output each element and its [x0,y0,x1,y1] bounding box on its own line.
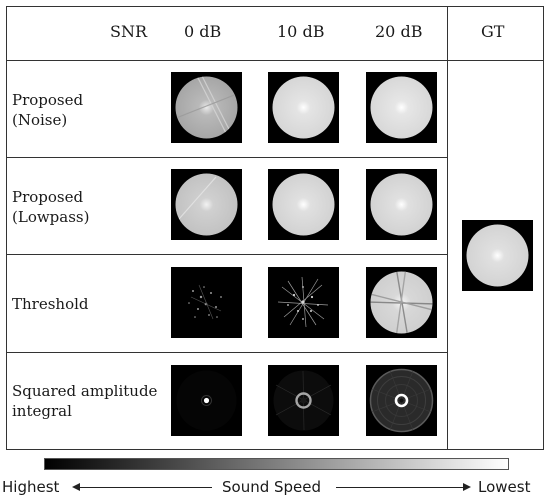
row-label-line: Proposed [12,91,84,109]
image-proposed-lowpass-20db [366,169,437,240]
image-squared-amplitude-0db [171,365,242,436]
col-header-0db: 0 dB [184,22,222,41]
table-border-left [6,6,7,450]
row-label-proposed-noise: Proposed (Noise) [12,90,83,130]
row-label-line: (Lowpass) [12,208,90,226]
gt-column-divider [447,6,448,450]
table-border-top [6,6,544,7]
row-divider-3 [6,352,447,353]
row-label-squared-amplitude: Squared amplitude integral [12,381,157,421]
left-arrow-line [79,487,212,488]
legend-lowest-label: Lowest [478,478,531,496]
right-arrow-icon [463,483,471,491]
row-label-line: (Noise) [12,111,68,129]
image-threshold-0db [171,267,242,338]
row-divider-1 [6,157,447,158]
image-proposed-noise-10db [268,72,339,143]
image-proposed-noise-0db [171,72,242,143]
row-label-proposed-lowpass: Proposed (Lowpass) [12,187,89,227]
image-threshold-10db [268,267,339,338]
gt-header: GT [481,22,505,41]
left-arrow-icon [72,483,80,491]
table-border-right [543,6,544,450]
legend-sound-speed-label: Sound Speed [222,478,322,496]
row-label-threshold: Threshold [12,294,89,314]
row-label-line: Proposed [12,188,84,206]
sound-speed-colorbar [44,458,509,470]
col-header-10db: 10 dB [277,22,325,41]
col-header-20db: 20 dB [375,22,423,41]
snr-header: SNR [110,22,148,41]
row-divider-2 [6,254,447,255]
table-border-bottom [6,449,544,450]
row-label-line: Threshold [12,295,89,313]
image-squared-amplitude-10db [268,365,339,436]
right-arrow-line [336,487,463,488]
image-proposed-lowpass-10db [268,169,339,240]
image-proposed-lowpass-0db [171,169,242,240]
image-squared-amplitude-20db [366,365,437,436]
image-proposed-noise-20db [366,72,437,143]
header-divider [6,60,544,61]
row-label-line: integral [12,402,72,420]
row-label-line: Squared amplitude [12,382,158,400]
image-threshold-20db [366,267,437,338]
image-ground-truth [462,220,533,291]
legend-highest-label: Highest [2,478,60,496]
